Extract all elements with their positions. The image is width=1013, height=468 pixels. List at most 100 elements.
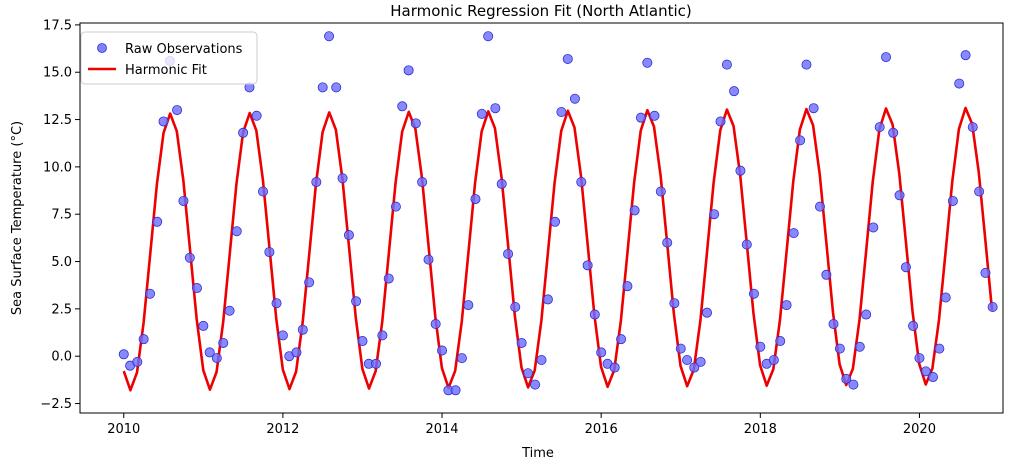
observation-point	[649, 110, 660, 121]
observation-point	[556, 106, 567, 117]
observation-point	[609, 362, 620, 373]
observation-point	[198, 320, 209, 331]
y-tick-label: 10.0	[43, 160, 72, 175]
x-axis: 2010 2012 2014 2016 2018 2020	[107, 413, 936, 437]
observation-point	[277, 330, 288, 341]
observation-point	[655, 186, 666, 197]
chart-title: Harmonic Regression Fit (North Atlantic)	[390, 2, 692, 20]
x-tick-label: 2012	[266, 422, 299, 437]
observation-point	[343, 230, 354, 241]
observation-point	[191, 283, 202, 294]
y-tick-label: −2.5	[40, 397, 72, 412]
observation-point	[437, 345, 448, 356]
observation-point	[562, 53, 573, 64]
observation-point	[291, 347, 302, 358]
x-tick-label: 2016	[585, 422, 618, 437]
observation-point	[874, 122, 885, 133]
y-tick-label: 5.0	[51, 255, 72, 270]
observation-point	[894, 190, 905, 201]
observation-point	[251, 110, 262, 121]
observation-point	[510, 301, 521, 312]
observation-point	[582, 260, 593, 271]
observation-point	[596, 347, 607, 358]
observation-point	[496, 178, 507, 189]
observation-point	[490, 103, 501, 114]
observation-point	[542, 294, 553, 305]
observation-point	[231, 226, 242, 237]
observation-point	[834, 343, 845, 354]
observation-point	[881, 52, 892, 63]
observation-point	[814, 201, 825, 212]
y-axis: −2.5 0.0 2.5 5.0 7.5 10.0 12.5 15.0 17.5	[40, 18, 80, 412]
observation-point	[317, 82, 328, 93]
observation-point	[204, 347, 215, 358]
observation-point	[450, 385, 461, 396]
observation-point	[370, 358, 381, 369]
observation-point	[808, 103, 819, 114]
observation-point	[224, 305, 235, 316]
observation-point	[748, 288, 759, 299]
observation-point	[828, 319, 839, 330]
observation-point	[709, 209, 720, 220]
observation-point	[456, 353, 467, 364]
observation-point	[324, 31, 335, 42]
observation-point	[675, 343, 686, 354]
observation-point	[695, 356, 706, 367]
legend-observation-marker	[97, 43, 107, 53]
observation-point	[841, 373, 852, 384]
observation-point	[729, 86, 740, 97]
observation-point	[118, 349, 129, 360]
observation-point	[735, 165, 746, 176]
y-tick-label: 0.0	[51, 350, 72, 365]
observation-point	[888, 127, 899, 138]
observation-point	[974, 186, 985, 197]
legend: Raw Observations Harmonic Fit	[80, 31, 258, 85]
y-tick-label: 2.5	[51, 302, 72, 317]
observation-point	[689, 362, 700, 373]
observation-point	[470, 194, 481, 205]
observation-point	[397, 101, 408, 112]
observation-point	[337, 173, 348, 184]
observation-point	[914, 353, 925, 364]
observation-point	[417, 177, 428, 188]
observation-point	[702, 307, 713, 318]
x-tick-label: 2014	[425, 422, 458, 437]
observation-point	[271, 298, 282, 309]
observation-point	[483, 31, 494, 42]
legend-label-observations: Raw Observations	[125, 42, 243, 57]
observation-point	[304, 277, 315, 288]
observation-point	[138, 334, 149, 345]
observation-point	[258, 186, 269, 197]
observation-point	[715, 116, 726, 127]
observation-point	[908, 320, 919, 331]
observation-point	[755, 341, 766, 352]
observation-point	[940, 292, 951, 303]
observation-point	[947, 195, 958, 206]
observation-point	[297, 324, 308, 335]
observation-point	[669, 298, 680, 309]
legend-label-fit: Harmonic Fit	[125, 63, 207, 78]
observation-point	[172, 105, 183, 116]
observation-point	[530, 379, 541, 390]
observation-point	[211, 353, 222, 364]
x-tick-label: 2020	[903, 422, 936, 437]
observation-point	[311, 177, 322, 188]
plot-frame	[79, 22, 1004, 414]
observation-point	[821, 269, 832, 280]
y-tick-label: 7.5	[51, 208, 72, 223]
observation-point	[377, 330, 388, 341]
observation-point	[987, 301, 998, 312]
observation-point	[351, 296, 362, 307]
observation-point	[682, 354, 693, 365]
observation-point	[848, 379, 859, 390]
y-tick-label: 15.0	[43, 66, 72, 81]
observation-point	[178, 195, 189, 206]
observation-point	[589, 309, 600, 320]
observation-point	[331, 82, 342, 93]
observation-point	[576, 177, 587, 188]
observation-point	[238, 127, 249, 138]
observation-point	[721, 59, 732, 70]
observation-point	[781, 300, 792, 311]
observation-point	[629, 205, 640, 216]
